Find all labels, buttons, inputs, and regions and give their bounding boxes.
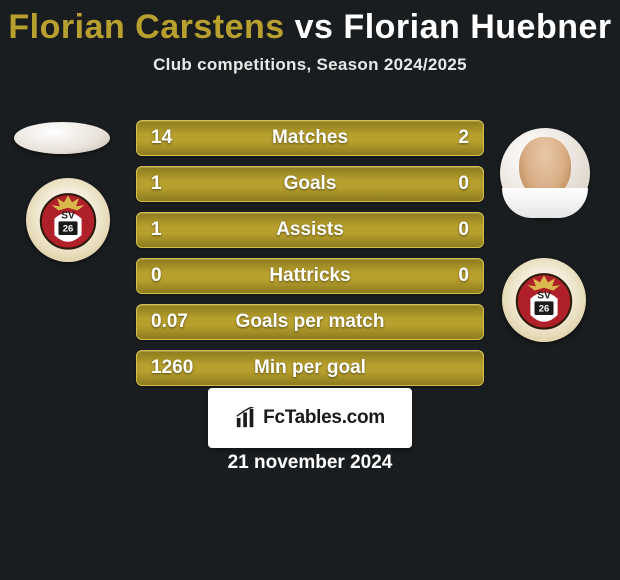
stat-right-value: 0 <box>458 265 469 287</box>
stat-row: 1260 Min per goal <box>136 350 484 386</box>
stat-row: 1 Assists 0 <box>136 212 484 248</box>
stat-right-value: 2 <box>458 127 469 149</box>
player2-avatar <box>500 128 590 218</box>
player1-avatar <box>14 122 110 154</box>
source-badge: FcTables.com <box>208 388 412 448</box>
stat-right-value: 0 <box>458 173 469 195</box>
svg-text:26: 26 <box>539 304 550 315</box>
player1-name: Florian Carstens <box>8 8 284 46</box>
stat-label: Hattricks <box>269 265 350 287</box>
stat-row: 14 Matches 2 <box>136 120 484 156</box>
date-label: 21 november 2024 <box>0 452 620 474</box>
stat-label: Min per goal <box>254 357 366 379</box>
stat-label: Goals per match <box>236 311 385 333</box>
subtitle: Club competitions, Season 2024/2025 <box>0 55 620 75</box>
stat-left-value: 1 <box>151 219 162 241</box>
page-title: Florian Carstens vs Florian Huebner <box>0 8 620 47</box>
stat-left-value: 1 <box>151 173 162 195</box>
stat-right-value: 0 <box>458 219 469 241</box>
stat-row: 1 Goals 0 <box>136 166 484 202</box>
club-crest-icon: SV 26 <box>34 186 102 254</box>
svg-text:SV: SV <box>61 211 75 222</box>
player1-club-badge: SV 26 <box>26 178 110 262</box>
svg-text:SV: SV <box>537 291 551 302</box>
club-crest-icon: SV 26 <box>510 266 578 334</box>
stat-left-value: 14 <box>151 127 172 149</box>
stat-left-value: 1260 <box>151 357 193 379</box>
stat-row: 0.07 Goals per match <box>136 304 484 340</box>
vs-text: vs <box>295 8 334 46</box>
comparison-card: Florian Carstens vs Florian Huebner Club… <box>0 0 620 580</box>
stat-label: Assists <box>276 219 344 241</box>
stat-label: Goals <box>284 173 337 195</box>
stat-label: Matches <box>272 127 348 149</box>
player2-club-badge: SV 26 <box>502 258 586 342</box>
source-label: FcTables.com <box>263 407 385 429</box>
stat-row: 0 Hattricks 0 <box>136 258 484 294</box>
stat-left-value: 0.07 <box>151 311 188 333</box>
stat-left-value: 0 <box>151 265 162 287</box>
bar-chart-icon <box>235 407 257 429</box>
stats-table: 14 Matches 2 1 Goals 0 1 Assists 0 0 Hat… <box>136 120 484 396</box>
svg-text:26: 26 <box>63 224 74 235</box>
player2-name: Florian Huebner <box>343 8 611 46</box>
